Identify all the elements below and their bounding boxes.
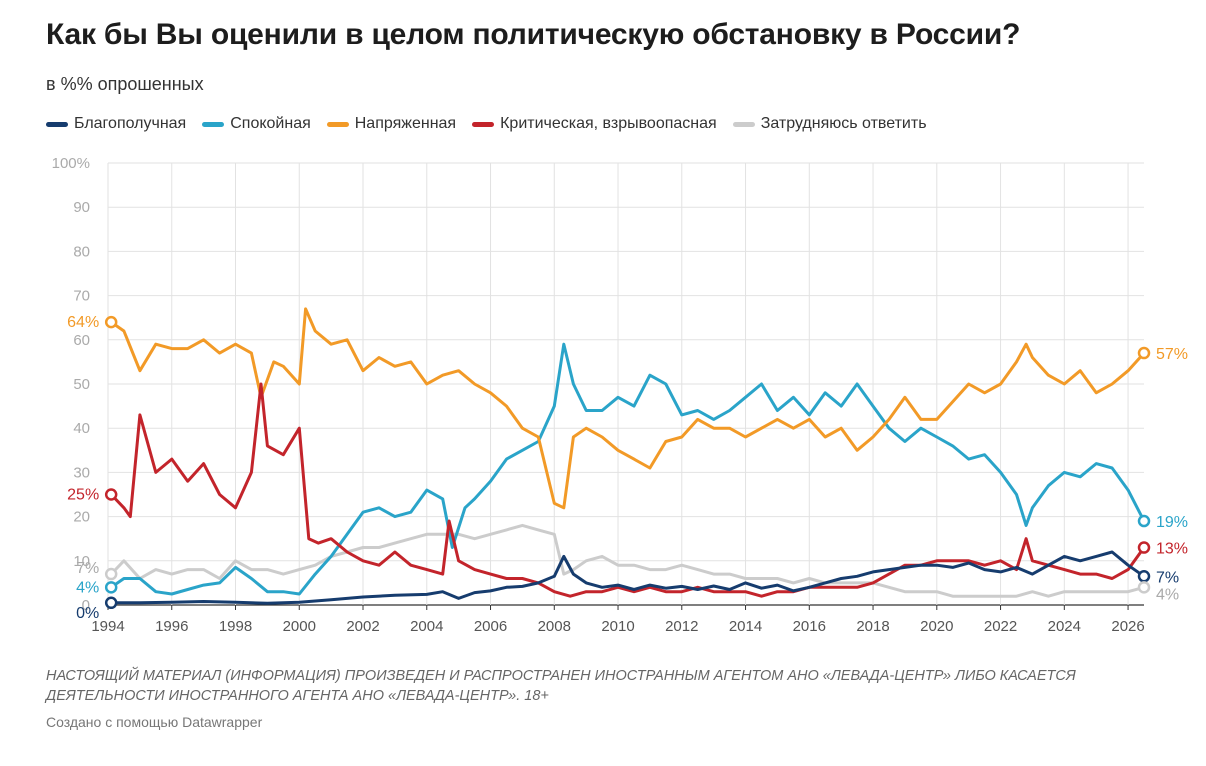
x-tick-label: 2000 (283, 618, 316, 635)
legend-label: Напряженная (354, 115, 457, 132)
x-tick-label: 2020 (920, 618, 953, 635)
x-tick-label: 1994 (91, 618, 124, 635)
series-end-label: 13% (1156, 541, 1188, 558)
series-start-marker (104, 315, 118, 329)
x-tick-label: 2008 (538, 618, 571, 635)
x-tick-label: 2002 (346, 618, 379, 635)
series-start-label: 4% (76, 579, 99, 596)
x-tick-label: 2014 (729, 618, 762, 635)
y-tick-label: 90 (73, 199, 90, 216)
legend-label: Затрудняюсь ответить (760, 115, 927, 132)
series-end-label: 7% (1156, 569, 1179, 586)
series-start-label: 7% (76, 560, 99, 577)
legend: Благополучная Спокойная Напряженная Крит… (46, 115, 927, 133)
series-start-marker (104, 596, 118, 610)
series-start-marker (104, 581, 118, 594)
x-tick-label: 2024 (1048, 618, 1081, 635)
series-end-marker (1137, 570, 1151, 583)
x-tick-label: 2004 (410, 618, 443, 635)
series-end-label: 4% (1156, 586, 1179, 603)
legend-item-tense: Напряженная (326, 115, 457, 133)
x-tick-label: 2006 (474, 618, 507, 635)
series-end-label: 57% (1156, 346, 1188, 363)
y-tick-label: 30 (73, 464, 90, 481)
legend-item-undecided: Затрудняюсь ответить (732, 115, 927, 133)
y-tick-label: 60 (73, 332, 90, 349)
foreign-agent-notice: НАСТОЯЩИЙ МАТЕРИАЛ (ИНФОРМАЦИЯ) ПРОИЗВЕД… (46, 668, 1076, 704)
legend-label: Спокойная (230, 115, 311, 132)
x-tick-label: 2022 (984, 618, 1017, 635)
line-chart: 0 10 20 30 40 50 60 70 80 90 100% 1994 1996 1998 2000 2… (52, 155, 1188, 635)
series-end-marker (1137, 541, 1151, 554)
series-line (109, 342, 1146, 596)
series-start-label: 64% (67, 314, 99, 331)
series-end-marker (1137, 346, 1151, 360)
x-tick-label: 2012 (665, 618, 698, 635)
series-start-marker (104, 567, 118, 581)
legend-item-good: Благополучная (46, 115, 186, 133)
series-line (109, 382, 1146, 598)
legend-swatch (46, 121, 68, 127)
y-tick-label: 80 (73, 243, 90, 260)
legend-swatch (326, 121, 349, 127)
x-tick-label: 1998 (219, 618, 252, 635)
legend-label: Критическая, взрывоопасная (500, 115, 717, 132)
legend-swatch (472, 121, 495, 127)
series-start-label: 0% (76, 605, 99, 622)
series-line (109, 307, 1146, 510)
y-tick-label: 20 (73, 509, 90, 526)
y-tick-label: 40 (73, 420, 90, 437)
series-end-label: 19% (1156, 514, 1188, 531)
x-tick-label: 2010 (601, 618, 634, 635)
x-tick-label: 2016 (793, 618, 826, 635)
legend-item-calm: Спокойная (202, 115, 311, 133)
legend-swatch (732, 121, 755, 127)
legend-item-critical: Критическая, взрывоопасная (472, 115, 717, 133)
x-tick-label: 2018 (856, 618, 889, 635)
series-end-marker (1137, 514, 1151, 528)
y-tick-label: 70 (73, 288, 90, 305)
legend-label: Благополучная (74, 115, 187, 132)
x-tick-label: 2026 (1111, 618, 1144, 635)
legend-swatch (202, 121, 225, 127)
y-tick-label: 100% (52, 155, 90, 172)
chart-title: Как бы Вы оценили в целом политическую о… (46, 18, 1021, 51)
x-tick-label: 1996 (155, 618, 188, 635)
y-tick-label: 50 (73, 376, 90, 393)
series-start-marker (104, 488, 118, 501)
y-tick-label: 10 (73, 553, 90, 570)
y-tick-label: 0 (82, 597, 90, 614)
series-line (109, 550, 1146, 605)
series-start-label: 25% (67, 487, 99, 504)
credit-line: Создано с помощью Datawrapper (46, 714, 263, 730)
chart-subtitle: в %% опрошенных (46, 74, 204, 94)
series-end-marker (1137, 581, 1151, 594)
series-line (109, 523, 1146, 598)
